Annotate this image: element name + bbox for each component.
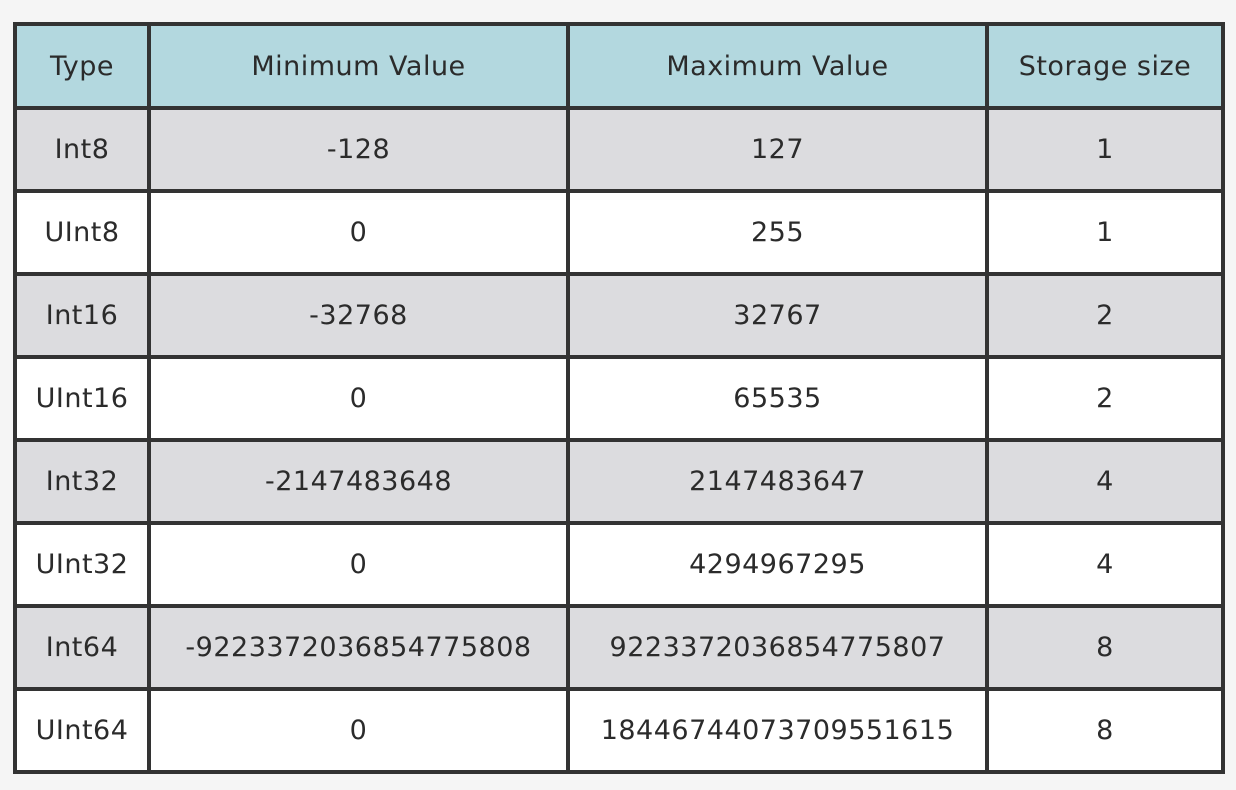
cell-type: Int8	[13, 106, 151, 193]
cell-size: 2	[985, 355, 1225, 442]
cell-min: 0	[147, 521, 570, 608]
cell-min: -2147483648	[147, 438, 570, 525]
header-minimum-value: Minimum Value	[147, 22, 570, 110]
cell-size: 2	[985, 272, 1225, 359]
cell-type: UInt64	[13, 687, 151, 774]
cell-max: 65535	[566, 355, 989, 442]
cell-size: 4	[985, 438, 1225, 525]
cell-min: -32768	[147, 272, 570, 359]
table-row: UInt8 0 255 1	[13, 189, 1225, 276]
cell-min: 0	[147, 189, 570, 276]
cell-size: 4	[985, 521, 1225, 608]
table-row: Int16 -32768 32767 2	[13, 272, 1225, 359]
cell-min: 0	[147, 355, 570, 442]
cell-max: 4294967295	[566, 521, 989, 608]
cell-size: 1	[985, 106, 1225, 193]
cell-size: 8	[985, 604, 1225, 691]
cell-type: UInt8	[13, 189, 151, 276]
table-row: UInt64 0 18446744073709551615 8	[13, 687, 1225, 774]
cell-max: 255	[566, 189, 989, 276]
integer-types-table: Type Minimum Value Maximum Value Storage…	[13, 22, 1225, 774]
cell-max: 127	[566, 106, 989, 193]
cell-type: UInt16	[13, 355, 151, 442]
table-row: UInt16 0 65535 2	[13, 355, 1225, 442]
table-row: Int32 -2147483648 2147483647 4	[13, 438, 1225, 525]
cell-max: 18446744073709551615	[566, 687, 989, 774]
cell-min: 0	[147, 687, 570, 774]
header-maximum-value: Maximum Value	[566, 22, 989, 110]
table-row: Int8 -128 127 1	[13, 106, 1225, 193]
cell-max: 2147483647	[566, 438, 989, 525]
cell-min: -128	[147, 106, 570, 193]
cell-size: 8	[985, 687, 1225, 774]
cell-type: UInt32	[13, 521, 151, 608]
table-header-row: Type Minimum Value Maximum Value Storage…	[13, 22, 1225, 110]
table-row: Int64 -9223372036854775808 9223372036854…	[13, 604, 1225, 691]
cell-type: Int16	[13, 272, 151, 359]
header-storage-size: Storage size	[985, 22, 1225, 110]
cell-max: 32767	[566, 272, 989, 359]
cell-type: Int32	[13, 438, 151, 525]
cell-type: Int64	[13, 604, 151, 691]
table-row: UInt32 0 4294967295 4	[13, 521, 1225, 608]
cell-min: -9223372036854775808	[147, 604, 570, 691]
cell-size: 1	[985, 189, 1225, 276]
cell-max: 9223372036854775807	[566, 604, 989, 691]
header-type: Type	[13, 22, 151, 110]
